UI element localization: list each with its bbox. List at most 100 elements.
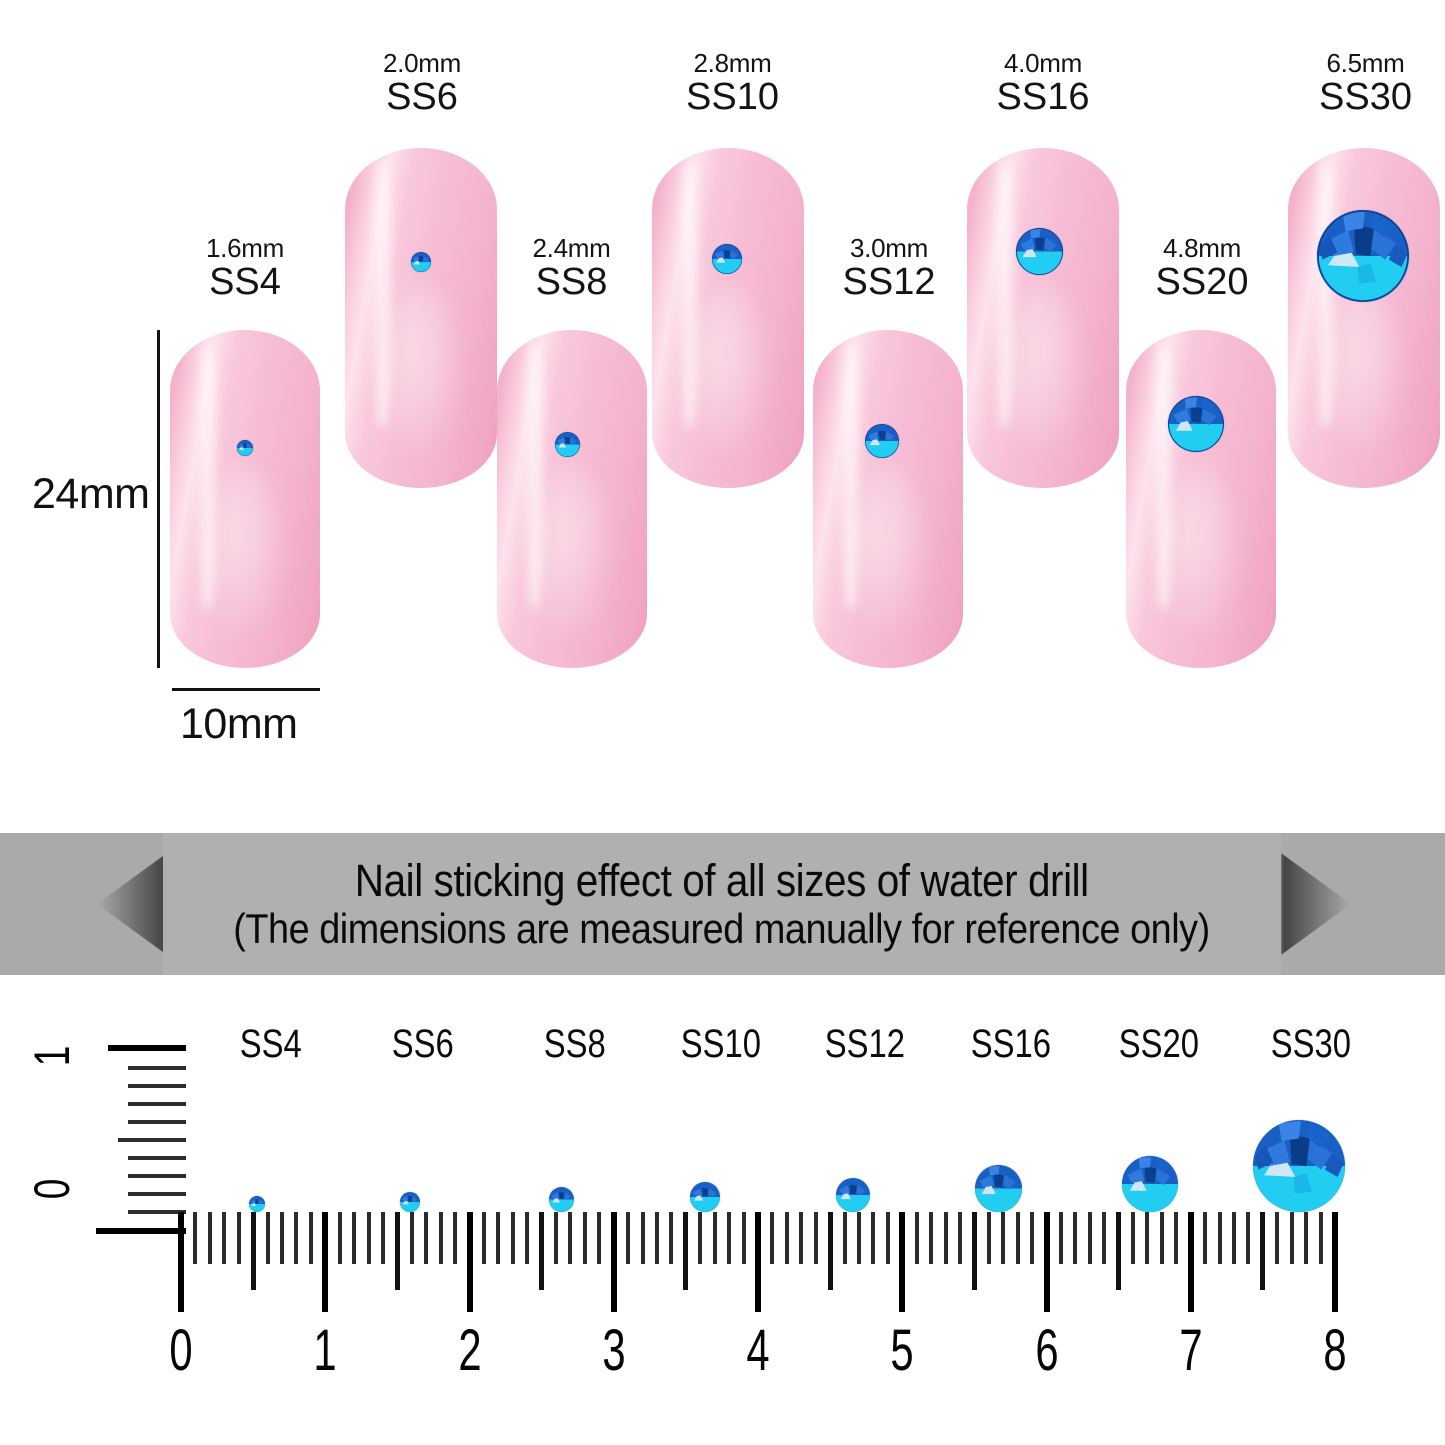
- ruler-tick-small: [1318, 1212, 1323, 1264]
- ruler-tick-mid: [827, 1212, 833, 1290]
- banner-inner: Nail sticking effect of all sizes of wat…: [163, 833, 1281, 975]
- ruler-rhinestone-ss20: [1122, 1156, 1178, 1212]
- vertical-tick: [128, 1102, 186, 1106]
- ruler-tick-small: [294, 1212, 299, 1264]
- ruler-tick-major: [466, 1212, 473, 1312]
- vertical-tick: [128, 1192, 186, 1196]
- ruler-tick-small: [1058, 1212, 1063, 1264]
- banner: Nail sticking effect of all sizes of wat…: [0, 833, 1445, 975]
- ruler-tick-small: [236, 1212, 241, 1264]
- nail-mm-ss10: 2.8mm: [693, 48, 772, 78]
- nail-ss-ss6: SS6: [386, 76, 458, 118]
- vertical-scale-number-0: 0: [23, 1178, 80, 1200]
- nail-body-ss10: [652, 148, 804, 488]
- banner-subtitle: (The dimensions are measured manually fo…: [233, 904, 1211, 952]
- nail-ss-ss10: SS10: [686, 76, 779, 118]
- ruler-number: 1: [313, 1318, 337, 1383]
- ruler-tick-small: [741, 1212, 746, 1264]
- nail-ss-ss12: SS12: [842, 261, 936, 303]
- nail-label-ss8: 2.4mm SS8: [509, 235, 634, 301]
- ruler-tick-small: [640, 1212, 645, 1264]
- nail-body-ss30: [1288, 148, 1440, 488]
- nail-body-ss8: [497, 330, 647, 668]
- nail-ss-ss4: SS4: [209, 261, 281, 303]
- ruler-number: 6: [1034, 1318, 1059, 1383]
- ruler-tick-small: [510, 1212, 515, 1264]
- ruler-tick-major: [1043, 1212, 1050, 1312]
- nail-mm-ss6: 2.0mm: [383, 48, 461, 78]
- ruler-tick-small: [438, 1212, 443, 1264]
- ruler-tick-major: [322, 1212, 329, 1312]
- ruler-rhinestone-ss6: [400, 1192, 420, 1212]
- ruler-label-ss30: SS30: [1270, 1022, 1352, 1066]
- ruler-tick-small: [1001, 1212, 1006, 1264]
- ruler-number: 5: [890, 1318, 914, 1383]
- ruler-tick-mid: [971, 1212, 977, 1290]
- ruler-rhinestone-ss8: [549, 1187, 574, 1212]
- vertical-tick-major-bottom: [96, 1228, 186, 1234]
- ruler-label-ss4: SS4: [239, 1022, 302, 1066]
- ruler-label-ss16: SS16: [970, 1022, 1052, 1066]
- ruler-tick-small: [453, 1212, 458, 1264]
- ruler-tick-small: [626, 1212, 631, 1264]
- ruler-tick-small: [1304, 1212, 1309, 1264]
- ruler-tick-small: [1087, 1212, 1092, 1264]
- vertical-tick: [128, 1174, 186, 1178]
- vertical-tick: [128, 1120, 186, 1124]
- ruler-tick-small: [799, 1212, 804, 1264]
- ruler-tick-small: [885, 1212, 890, 1264]
- ruler-tick-small: [1275, 1212, 1280, 1264]
- nail-body-ss4: [170, 330, 320, 668]
- nail-mm-ss20: 4.8mm: [1163, 233, 1241, 263]
- ruler-tick-small: [698, 1212, 703, 1264]
- arrow-left-icon: [97, 853, 167, 955]
- ruler-tick-small: [366, 1212, 371, 1264]
- rhinestone-ss10: [712, 244, 742, 274]
- ruler-tick-mid: [250, 1212, 256, 1290]
- ruler-tick-small: [813, 1212, 818, 1264]
- ruler-panel: 1 0 SS4 SS6 SS8 SS10 SS12 SS16 SS20 SS30: [0, 975, 1445, 1445]
- nail-label-ss12: 3.0mm SS12: [819, 235, 959, 301]
- nail-label-ss4: 1.6mm SS4: [185, 235, 305, 301]
- ruler-tick-small: [207, 1212, 212, 1264]
- nail-mm-ss16: 4.0mm: [1004, 48, 1082, 78]
- ruler-number: 7: [1179, 1318, 1203, 1383]
- rhinestone-ss20: [1168, 396, 1224, 452]
- nail-sample-panel: 24mm 10mm 1.6mm SS4: [0, 0, 1445, 833]
- rhinestone-ss16: [1016, 228, 1063, 275]
- vertical-tick: [128, 1084, 186, 1088]
- nail-mm-ss8: 2.4mm: [532, 233, 611, 263]
- ruler-tick-small: [1217, 1212, 1222, 1264]
- width-dimension-line: [172, 688, 320, 691]
- nail-mm-ss4: 1.6mm: [206, 233, 284, 263]
- ruler-number: 2: [457, 1318, 482, 1383]
- ruler-tick-small: [1159, 1212, 1164, 1264]
- ruler-tick-mid: [1116, 1212, 1122, 1290]
- vertical-scale-number-1: 1: [23, 1045, 80, 1067]
- ruler-tick-small: [871, 1212, 876, 1264]
- ruler-tick-small: [986, 1212, 991, 1264]
- ruler-tick-small: [712, 1212, 717, 1264]
- vertical-tick: [128, 1210, 186, 1214]
- ruler-tick-small: [1174, 1212, 1179, 1264]
- ruler-tick-small: [1246, 1212, 1251, 1264]
- ruler-tick-small: [1145, 1212, 1150, 1264]
- nail-label-ss30: 6.5mm SS30: [1293, 50, 1438, 116]
- ruler-tick-small: [1015, 1212, 1020, 1264]
- ruler-tick-small: [1073, 1212, 1078, 1264]
- ruler-tick-small: [770, 1212, 775, 1264]
- ruler-tick-small: [1289, 1212, 1294, 1264]
- ruler-tick-mid: [394, 1212, 400, 1290]
- ruler-number: 8: [1323, 1318, 1347, 1383]
- nail-label-ss10: 2.8mm SS10: [660, 50, 805, 116]
- ruler-number: 3: [602, 1318, 626, 1383]
- ruler-tick-small: [352, 1212, 357, 1264]
- ruler-tick-small: [669, 1212, 674, 1264]
- ruler-tick-small: [554, 1212, 559, 1264]
- rhinestone-ss4: [237, 440, 253, 456]
- ruler-tick-small: [279, 1212, 284, 1264]
- vertical-tick-major-top: [108, 1045, 186, 1051]
- ruler-tick-small: [655, 1212, 660, 1264]
- ruler-tick-small: [1102, 1212, 1107, 1264]
- ruler-tick-major: [178, 1212, 184, 1312]
